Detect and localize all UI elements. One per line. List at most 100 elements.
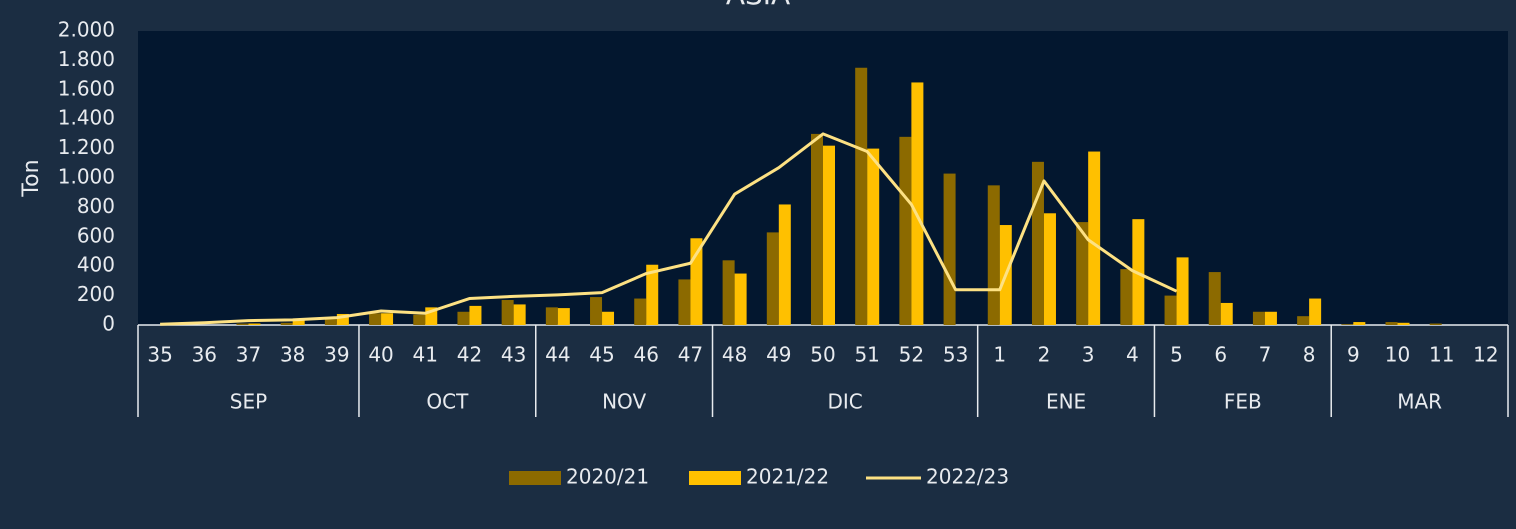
bar	[811, 133, 823, 325]
bar	[855, 67, 868, 325]
bar	[590, 297, 603, 325]
y-tick-label: 1.000	[58, 165, 115, 189]
bar	[1120, 269, 1133, 325]
y-tick-label: 400	[77, 253, 115, 277]
bar	[678, 279, 691, 325]
legend-swatch	[689, 471, 741, 485]
bar	[1297, 316, 1310, 325]
bar	[236, 323, 249, 325]
x-tick-label: 52	[899, 343, 924, 367]
bar	[1397, 322, 1410, 325]
y-tick-label: 800	[77, 194, 115, 218]
bar	[1309, 298, 1322, 325]
bar	[899, 136, 912, 325]
bar	[911, 82, 924, 325]
legend-swatch	[509, 471, 561, 485]
x-tick-label: 46	[633, 343, 658, 367]
bar	[248, 323, 261, 325]
x-tick-label: 36	[192, 343, 217, 367]
bar	[1353, 322, 1366, 325]
x-tick-label: 3	[1082, 343, 1095, 367]
bar	[766, 232, 779, 325]
bar	[457, 311, 470, 325]
group-label: SEP	[230, 390, 267, 414]
line	[160, 132, 1178, 326]
bar	[1429, 323, 1442, 325]
y-tick-label: 600	[77, 223, 115, 247]
bar	[1176, 257, 1189, 325]
bar	[545, 307, 558, 325]
x-tick-label: 1	[993, 343, 1006, 367]
bar	[734, 273, 747, 325]
y-tick-label: 2.000	[58, 18, 115, 42]
group-label: MAR	[1397, 390, 1442, 414]
bar	[1264, 311, 1277, 325]
bar	[722, 260, 735, 325]
x-tick-label: 49	[766, 343, 791, 367]
x-tick-label: 35	[147, 343, 172, 367]
bar	[943, 173, 956, 325]
bar	[1043, 213, 1056, 325]
x-tick-label: 6	[1214, 343, 1227, 367]
group-label: FEB	[1224, 390, 1262, 414]
x-tick-label: 37	[236, 343, 261, 367]
bar	[1341, 324, 1354, 325]
x-tick-label: 44	[545, 343, 570, 367]
x-tick-label: 12	[1473, 343, 1498, 367]
x-tick-label: 5	[1170, 343, 1183, 367]
bar	[1164, 295, 1177, 325]
x-tick-label: 10	[1385, 343, 1410, 367]
y-tick-label: 0	[102, 312, 115, 336]
legend-label: 2022/23	[926, 465, 1009, 489]
x-tick-label: 53	[943, 343, 968, 367]
x-tick-label: 51	[854, 343, 879, 367]
bar	[987, 185, 1000, 325]
x-tick-label: 11	[1429, 343, 1454, 367]
x-tick-label: 42	[457, 343, 482, 367]
x-tick-label: 2	[1038, 343, 1051, 367]
legend-label: 2020/21	[566, 465, 649, 489]
bar	[324, 319, 337, 325]
group-label: DIC	[827, 390, 862, 414]
bar	[646, 264, 659, 325]
bar	[1385, 322, 1398, 325]
x-tick-label: 43	[501, 343, 526, 367]
x-tick-label: 39	[324, 343, 349, 367]
group-label: NOV	[602, 390, 646, 414]
bar	[336, 313, 349, 325]
x-tick-label: 40	[368, 343, 393, 367]
bar	[867, 148, 880, 325]
bar	[369, 313, 382, 325]
group-label: OCT	[426, 390, 469, 414]
bar	[292, 319, 305, 325]
bar	[413, 314, 426, 325]
y-tick-label: 200	[77, 282, 115, 306]
bar	[1252, 311, 1265, 325]
bar	[602, 311, 615, 325]
x-tick-label: 45	[589, 343, 614, 367]
x-tick-label: 48	[722, 343, 747, 367]
x-tick-label: 9	[1347, 343, 1360, 367]
x-tick-label: 50	[810, 343, 835, 367]
bar	[280, 322, 293, 325]
bar	[1088, 151, 1101, 325]
bar	[634, 298, 647, 325]
bar	[381, 313, 394, 325]
x-tick-label: 38	[280, 343, 305, 367]
bar	[823, 145, 835, 325]
x-tick-label: 41	[413, 343, 438, 367]
bar	[1220, 302, 1233, 325]
x-tick-label: 4	[1126, 343, 1139, 367]
y-tick-label: 1.600	[58, 76, 115, 100]
y-tick-label: 1.800	[58, 47, 115, 71]
bar	[1208, 272, 1221, 325]
bar	[513, 304, 526, 325]
y-axis-label: Ton	[19, 159, 44, 197]
bar	[501, 300, 514, 325]
legend-label: 2021/22	[746, 465, 829, 489]
x-tick-label: 47	[678, 343, 703, 367]
x-tick-label: 8	[1303, 343, 1316, 367]
bar	[1076, 222, 1089, 325]
y-tick-label: 1.200	[58, 135, 115, 159]
